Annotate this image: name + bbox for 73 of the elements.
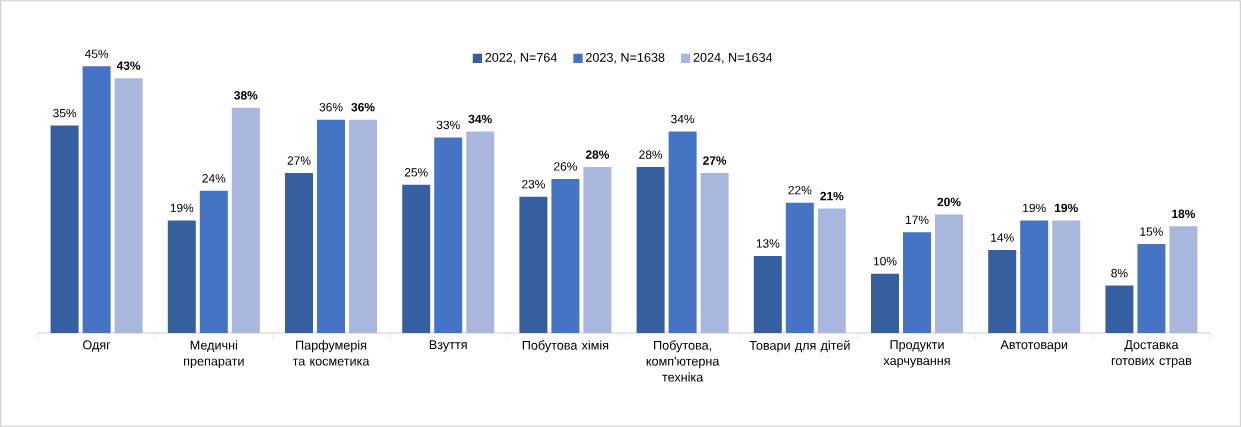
data-label: 19% (170, 203, 194, 213)
data-label: 14% (991, 233, 1014, 242)
bar (988, 250, 1017, 333)
bar (551, 178, 580, 333)
data-label: 34% (468, 114, 492, 124)
data-label: 36% (319, 102, 343, 112)
data-label: 35% (53, 108, 77, 118)
bar (50, 125, 79, 333)
bar (935, 214, 964, 333)
x-tick-label: Одяг (83, 340, 111, 352)
bar (231, 107, 260, 333)
data-label: 23% (522, 179, 545, 189)
data-label: 20% (937, 197, 961, 207)
legend-label: 2022, N=764 (485, 52, 557, 64)
data-label: 34% (671, 114, 695, 124)
data-label: 33% (436, 120, 460, 130)
bar (1105, 285, 1134, 333)
bar (1137, 244, 1166, 333)
data-label: 36% (351, 102, 375, 112)
bar (519, 196, 548, 333)
bar (466, 131, 495, 333)
data-label: 24% (202, 174, 226, 183)
x-tick-label: Взуття (429, 340, 467, 352)
bar (199, 190, 228, 333)
data-label: 19% (1023, 203, 1046, 213)
x-tick-label: Товари для дітей (749, 340, 850, 353)
bar (317, 119, 346, 333)
data-label: 13% (756, 239, 780, 248)
bar (434, 137, 463, 333)
data-label: 25% (404, 168, 428, 177)
data-label: 45% (84, 49, 109, 59)
bar (349, 119, 378, 333)
bar (785, 202, 814, 333)
bar (871, 273, 900, 333)
bar (753, 255, 782, 333)
bar (285, 173, 314, 333)
bar (402, 184, 431, 333)
x-tick-label: Медичні препарати (184, 340, 244, 369)
legend-label: 2024, N=1634 (693, 52, 773, 64)
data-label: 26% (554, 162, 577, 171)
bar (82, 66, 111, 333)
bar (817, 208, 846, 333)
bar (700, 173, 729, 333)
x-tick-label: Продукти харчування (883, 340, 950, 368)
data-label: 19% (1055, 203, 1078, 213)
x-tick-label: Доставка готових страв (1111, 340, 1192, 368)
x-tick-label: Автотовари (1000, 340, 1068, 352)
bar (636, 167, 665, 333)
bar (114, 78, 143, 333)
data-label: 15% (1140, 227, 1163, 236)
bar (167, 220, 196, 333)
bar (668, 131, 697, 333)
data-label: 17% (905, 215, 929, 224)
data-label: 27% (703, 156, 727, 165)
data-label: 27% (287, 156, 311, 165)
data-label: 18% (1172, 209, 1196, 219)
bar (1020, 220, 1049, 333)
data-label: 22% (788, 185, 812, 195)
bar (1169, 226, 1198, 333)
x-tick-label: Парфумерія та косметика (292, 340, 370, 366)
data-label: 28% (585, 150, 610, 159)
legend-label: 2023, N=1638 (585, 52, 665, 64)
data-label: 43% (116, 61, 141, 70)
data-label: 8% (1111, 268, 1128, 278)
data-label: 38% (234, 91, 258, 100)
x-tick-label: Побутова хімія (522, 340, 609, 353)
data-label: 28% (639, 150, 663, 159)
data-label: 10% (873, 257, 897, 266)
bar (583, 167, 612, 333)
bar (1052, 220, 1081, 333)
x-tick-label: Побутова, комп'ютерна техніка (646, 340, 720, 382)
bar (903, 232, 932, 333)
data-label: 21% (820, 191, 844, 201)
